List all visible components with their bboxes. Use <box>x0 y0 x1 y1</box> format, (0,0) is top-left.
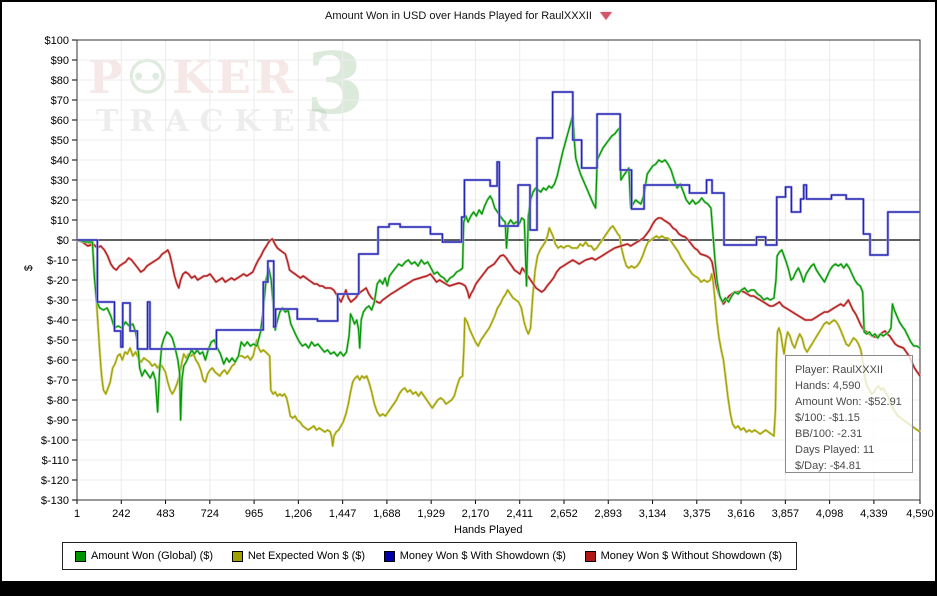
legend-swatch-icon <box>383 550 395 562</box>
legend-swatch-icon <box>584 550 596 562</box>
y-tick-label: $-60 <box>47 355 69 367</box>
tooltip-line: BB/100: -2.31 <box>795 428 863 440</box>
x-tick-label: 1 <box>74 508 80 520</box>
series-line-3 <box>76 113 921 421</box>
tooltip-line: $/Day: -$4.81 <box>795 460 862 472</box>
y-tick-label: $-120 <box>41 475 69 487</box>
legend-swatch-icon <box>75 550 86 562</box>
x-tick-label: 3,375 <box>683 508 711 520</box>
legend-item[interactable]: Net Expected Won $ ($) <box>231 550 366 562</box>
y-tick-label: $-40 <box>47 315 69 327</box>
x-tick-label: 2,170 <box>462 508 490 520</box>
legend-item[interactable]: Money Won $ Without Showdown ($) <box>584 550 782 562</box>
title-dropdown-arrow-icon[interactable] <box>599 12 612 21</box>
tooltip-line: Days Played: 11 <box>795 444 875 456</box>
x-tick-label: 1,206 <box>285 508 313 520</box>
x-tick-label: 2,652 <box>550 508 578 520</box>
x-tick-label: 2,411 <box>506 508 533 520</box>
tooltip-line: Player: RaulXXXII <box>795 364 884 376</box>
x-tick-label: 3,857 <box>772 508 800 520</box>
stats-tooltip: Player: RaulXXXII Hands: 4,590 Amount Won:… <box>785 355 913 473</box>
tooltip-line: $/100: -$1.15 <box>795 412 860 424</box>
x-tick-label: 724 <box>201 508 219 520</box>
y-tick-label: $90 <box>51 55 69 67</box>
y-axis-title: $ <box>23 264 36 272</box>
y-tick-label: $30 <box>51 175 69 187</box>
window-bottom-bar <box>2 581 935 594</box>
y-tick-label: $-20 <box>47 275 69 287</box>
y-tick-label: $80 <box>51 75 69 87</box>
y-tick-label: $40 <box>51 155 69 167</box>
x-tick-label: 4,590 <box>906 508 934 520</box>
legend-swatch-icon <box>231 550 243 562</box>
y-tick-label: $70 <box>51 95 69 107</box>
y-tick-label: $-110 <box>42 455 69 467</box>
y-tick-label: $-100 <box>41 435 69 447</box>
chart-title-row: Amount Won in USD over Hands Played for … <box>2 10 935 22</box>
legend-label: Net Expected Won $ ($) <box>247 550 366 562</box>
series-line-1 <box>76 225 921 447</box>
x-tick-label: 1,447 <box>329 508 357 520</box>
x-tick-label: 242 <box>112 508 130 520</box>
chart-title: Amount Won in USD over Hands Played for … <box>325 10 592 22</box>
x-axis-title: Hands Played <box>454 524 523 536</box>
legend-item[interactable]: Money Won $ With Showdown ($) <box>383 550 566 562</box>
x-tick-label: 4,098 <box>816 508 844 520</box>
y-tick-label: $-70 <box>47 375 69 387</box>
y-tick-label: $50 <box>51 135 69 147</box>
x-tick-label: 1,929 <box>417 508 445 520</box>
legend-item[interactable]: Amount Won (Global) ($) <box>75 550 213 562</box>
y-tick-label: $100 <box>45 35 69 47</box>
y-tick-label: $-80 <box>47 395 69 407</box>
y-tick-label: $60 <box>51 115 69 127</box>
y-tick-label: $-30 <box>47 295 69 307</box>
legend-label: Amount Won (Global) ($) <box>91 550 214 562</box>
y-tick-label: $0 <box>57 235 69 247</box>
tooltip-line: Hands: 4,590 <box>795 380 861 392</box>
y-tick-label: $-90 <box>47 415 69 427</box>
legend: Amount Won (Global) ($) Net Expected Won … <box>62 542 797 570</box>
legend-label: Money Won $ With Showdown ($) <box>399 550 566 562</box>
plot-border <box>76 39 921 501</box>
y-tick-label: $20 <box>51 195 69 207</box>
x-tick-label: 2,893 <box>594 508 622 520</box>
x-tick-label: 4,339 <box>860 508 888 520</box>
y-tick-label: $10 <box>51 215 69 227</box>
x-tick-label: 1,688 <box>373 508 401 520</box>
tooltip-line: Amount Won: -$52.91 <box>795 396 902 408</box>
y-tick-label: $-50 <box>47 335 69 347</box>
series-line-2 <box>76 217 921 377</box>
y-tick-label: $-130 <box>41 495 69 507</box>
series-line-4 <box>77 91 920 350</box>
legend-label: Money Won $ Without Showdown ($) <box>600 550 782 562</box>
x-tick-label: 483 <box>156 508 174 520</box>
x-tick-label: 3,134 <box>639 508 667 520</box>
x-tick-label: 3,616 <box>727 508 755 520</box>
y-tick-label: $-10 <box>47 255 69 267</box>
x-tick-label: 965 <box>245 508 263 520</box>
